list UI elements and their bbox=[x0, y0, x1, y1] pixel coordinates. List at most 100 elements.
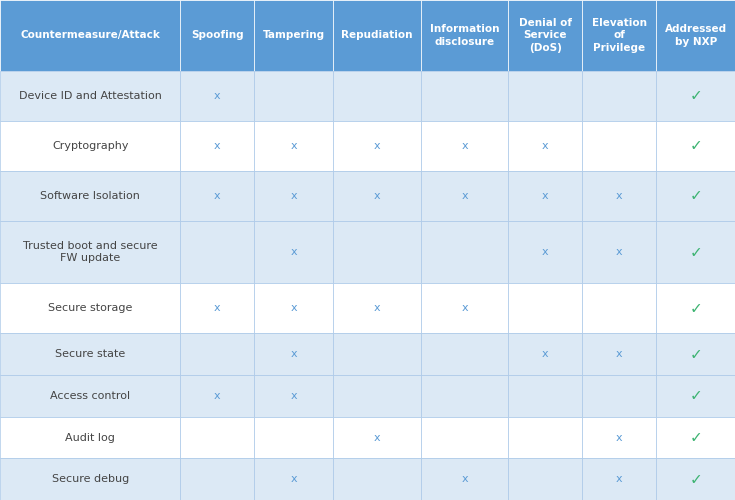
Bar bbox=[420, 375, 509, 416]
Text: Trusted boot and secure
FW update: Trusted boot and secure FW update bbox=[23, 242, 157, 263]
Bar bbox=[656, 458, 735, 500]
Text: Repudiation: Repudiation bbox=[341, 30, 412, 40]
Text: Cryptography: Cryptography bbox=[52, 141, 129, 151]
Bar bbox=[509, 0, 582, 71]
Bar bbox=[254, 416, 333, 459]
Bar bbox=[254, 375, 333, 416]
Bar bbox=[0, 171, 180, 221]
Bar bbox=[509, 121, 582, 171]
Bar bbox=[582, 284, 656, 334]
Bar bbox=[333, 284, 420, 334]
Bar bbox=[180, 416, 254, 459]
Bar bbox=[0, 221, 180, 284]
Bar bbox=[420, 416, 509, 459]
Text: x: x bbox=[373, 191, 380, 201]
Bar bbox=[420, 121, 509, 171]
Bar bbox=[656, 334, 735, 375]
Bar bbox=[656, 375, 735, 416]
Text: x: x bbox=[542, 349, 549, 359]
Text: Secure storage: Secure storage bbox=[48, 304, 132, 314]
Text: Elevation
of
Privilege: Elevation of Privilege bbox=[592, 18, 647, 53]
Text: ✓: ✓ bbox=[689, 138, 702, 154]
Bar bbox=[333, 375, 420, 416]
Text: ✓: ✓ bbox=[689, 472, 702, 486]
Bar bbox=[509, 375, 582, 416]
Text: x: x bbox=[462, 474, 468, 484]
Bar bbox=[254, 0, 333, 71]
Bar bbox=[180, 171, 254, 221]
Text: x: x bbox=[462, 304, 468, 314]
Text: x: x bbox=[616, 191, 623, 201]
Bar bbox=[333, 334, 420, 375]
Text: x: x bbox=[616, 474, 623, 484]
Text: x: x bbox=[214, 91, 220, 101]
Bar bbox=[0, 334, 180, 375]
Bar bbox=[254, 334, 333, 375]
Bar bbox=[180, 334, 254, 375]
Bar bbox=[333, 221, 420, 284]
Bar bbox=[582, 71, 656, 121]
Bar bbox=[582, 0, 656, 71]
Bar bbox=[582, 458, 656, 500]
Bar bbox=[420, 71, 509, 121]
Text: x: x bbox=[542, 247, 549, 257]
Text: x: x bbox=[462, 141, 468, 151]
Bar bbox=[582, 221, 656, 284]
Bar bbox=[0, 416, 180, 459]
Text: Secure state: Secure state bbox=[55, 349, 125, 359]
Bar bbox=[0, 458, 180, 500]
Text: x: x bbox=[214, 391, 220, 401]
Text: Countermeasure/Attack: Countermeasure/Attack bbox=[20, 30, 160, 40]
Bar bbox=[333, 0, 420, 71]
Bar bbox=[180, 284, 254, 334]
Text: ✓: ✓ bbox=[689, 88, 702, 104]
Bar bbox=[509, 171, 582, 221]
Text: x: x bbox=[214, 304, 220, 314]
Bar bbox=[656, 71, 735, 121]
Bar bbox=[333, 71, 420, 121]
Bar bbox=[254, 221, 333, 284]
Bar bbox=[582, 334, 656, 375]
Bar bbox=[656, 284, 735, 334]
Bar bbox=[0, 375, 180, 416]
Bar bbox=[582, 121, 656, 171]
Bar bbox=[582, 171, 656, 221]
Text: Denial of
Service
(DoS): Denial of Service (DoS) bbox=[519, 18, 572, 53]
Bar bbox=[420, 458, 509, 500]
Bar bbox=[333, 458, 420, 500]
Text: Tampering: Tampering bbox=[262, 30, 325, 40]
Text: x: x bbox=[373, 432, 380, 442]
Text: Access control: Access control bbox=[50, 391, 130, 401]
Bar bbox=[0, 71, 180, 121]
Bar bbox=[420, 171, 509, 221]
Text: Information
disclosure: Information disclosure bbox=[430, 24, 499, 46]
Text: x: x bbox=[290, 391, 297, 401]
Text: Device ID and Attestation: Device ID and Attestation bbox=[18, 91, 162, 101]
Bar bbox=[180, 221, 254, 284]
Text: x: x bbox=[616, 432, 623, 442]
Text: Secure debug: Secure debug bbox=[51, 474, 129, 484]
Bar bbox=[254, 458, 333, 500]
Text: x: x bbox=[214, 191, 220, 201]
Bar bbox=[420, 334, 509, 375]
Bar bbox=[254, 284, 333, 334]
Bar bbox=[509, 71, 582, 121]
Text: x: x bbox=[214, 141, 220, 151]
Bar bbox=[333, 171, 420, 221]
Text: ✓: ✓ bbox=[689, 388, 702, 404]
Text: x: x bbox=[542, 191, 549, 201]
Text: x: x bbox=[542, 141, 549, 151]
Text: x: x bbox=[373, 141, 380, 151]
Bar bbox=[180, 121, 254, 171]
Text: x: x bbox=[616, 247, 623, 257]
Bar bbox=[582, 416, 656, 459]
Bar bbox=[0, 0, 180, 71]
Text: x: x bbox=[290, 247, 297, 257]
Text: ✓: ✓ bbox=[689, 301, 702, 316]
Bar bbox=[509, 284, 582, 334]
Bar bbox=[656, 171, 735, 221]
Text: ✓: ✓ bbox=[689, 430, 702, 445]
Bar bbox=[333, 121, 420, 171]
Text: x: x bbox=[290, 191, 297, 201]
Bar bbox=[420, 284, 509, 334]
